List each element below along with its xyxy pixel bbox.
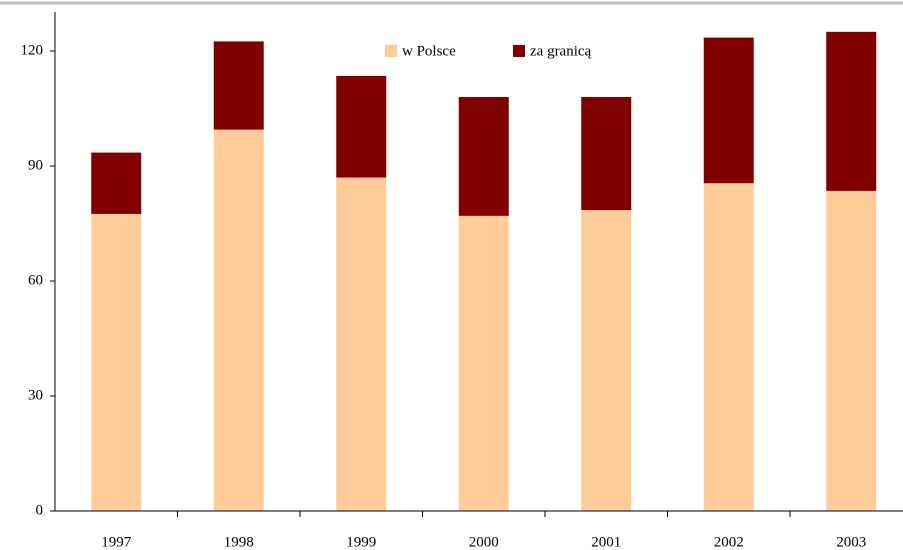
- y-tick-label: 60: [28, 272, 43, 288]
- y-tick-label: 0: [36, 502, 44, 518]
- x-tick-label: 2001: [591, 534, 621, 550]
- bar-segment: [703, 183, 754, 511]
- bar-segment: [703, 37, 754, 184]
- bar-segment: [91, 152, 142, 214]
- bar-segment: [336, 75, 387, 178]
- bar-segment: [213, 41, 264, 130]
- bar-segment: [581, 97, 632, 211]
- legend-swatch: [385, 45, 397, 57]
- bar-segment: [581, 210, 632, 512]
- x-tick-label: 1999: [346, 534, 376, 550]
- bar-segment: [826, 31, 877, 191]
- y-tick-label: 30: [28, 387, 43, 403]
- x-tick-label: 1997: [101, 534, 132, 550]
- legend-label: w Polsce: [402, 43, 456, 59]
- bar-segment: [213, 129, 264, 512]
- bar-segment: [336, 177, 387, 511]
- bar-segment: [826, 190, 877, 511]
- y-tick-label: 120: [21, 42, 44, 58]
- bar-segment: [458, 97, 509, 216]
- x-tick-label: 2003: [836, 534, 866, 550]
- x-tick-label: 1998: [224, 534, 254, 550]
- y-tick-label: 90: [28, 157, 43, 173]
- x-tick-label: 2000: [469, 534, 499, 550]
- bar-segment: [91, 213, 142, 511]
- legend-swatch: [513, 45, 525, 57]
- bar-segment: [458, 215, 509, 512]
- x-tick-label: 2002: [714, 534, 744, 550]
- legend-label: za granicą: [530, 43, 592, 59]
